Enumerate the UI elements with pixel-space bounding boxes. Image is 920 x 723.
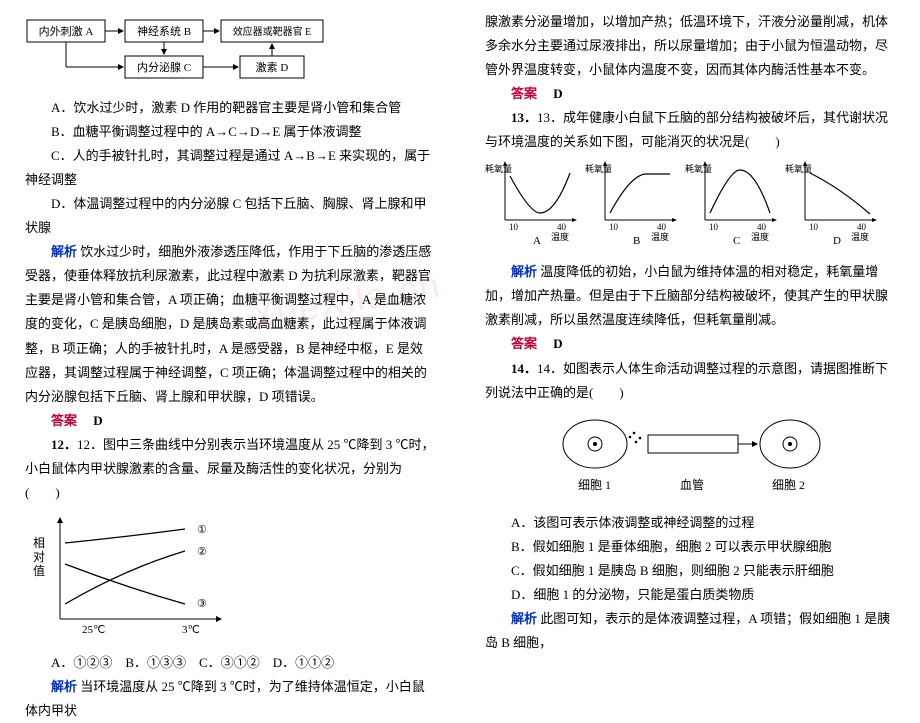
q11-answer-letter: D	[93, 413, 102, 428]
box-d: 激素 D	[256, 60, 289, 74]
q12-answer: 答案 D	[485, 82, 895, 106]
q11-option-c: C．人的手被针扎时，其调整过程是通过 A→B→E 来实现的，属于神经调整	[25, 144, 435, 192]
q12-stem-text: 12．图中三条曲线中分别表示当环境温度从 25 ℃降到 3 ℃时，小白鼠体内甲状…	[25, 437, 435, 500]
answer-label-3: 答案	[511, 336, 537, 351]
xtick-3: 3℃	[182, 624, 200, 636]
analysis-label: 解析	[51, 244, 77, 259]
q14-analysis: 解析 此图可知，表示的是体液调整过程，A 项错；假如细胞 1 是胰岛 B 细胞，	[485, 607, 895, 655]
q14-diagram: 细胞 1 血管 细胞 2	[485, 409, 895, 507]
answer-label-2: 答案	[511, 86, 537, 101]
q11-analysis: 解析 饮水过少时，细胞外液渗透压降低，作用于下丘脑的渗透压感受器，使垂体释放抗利…	[25, 240, 435, 408]
q14-analysis-text: 此图可知，表示的是体液调整过程，A 项错；假如细胞 1 是胰岛 B 细胞，	[485, 611, 890, 650]
svg-text:②: ②	[197, 546, 207, 558]
svg-text:耗氧量: 耗氧量	[585, 163, 612, 174]
svg-text:10: 10	[709, 222, 719, 232]
box-b: 神经系统 B	[137, 24, 191, 38]
q11-flowchart: 内外刺激 A 神经系统 B 效应器或靶器官 E 内分泌腺 C 激素 D	[25, 14, 435, 92]
svg-text:耗氧量: 耗氧量	[785, 163, 812, 174]
svg-text:40: 40	[557, 222, 567, 232]
q12-analysis-text: 当环境温度从 25 ℃降到 3 ℃时，为了维持体温恒定，小白鼠体内甲状	[25, 679, 425, 718]
q11-option-b: B．血糖平衡调整过程中的 A→C→D→E 属于体液调整	[25, 120, 435, 144]
q13-analysis-text: 温度降低的初始，小白鼠为维持体温的相对稳定，耗氧量增加，增加产热量。但是由于下丘…	[485, 264, 888, 327]
svg-text:③: ③	[197, 598, 207, 610]
q11-answer: 答案 D	[25, 409, 435, 433]
svg-text:D: D	[833, 235, 841, 247]
cell1-label: 细胞 1	[578, 478, 611, 492]
q14-option-b: B．假如细胞 1 是垂体细胞，细胞 2 可以表示甲状腺细胞	[485, 535, 895, 559]
svg-text:耗氧量: 耗氧量	[685, 163, 712, 174]
svg-text:B: B	[633, 235, 640, 247]
q13-four-charts: 耗氧量 10 40 温度 A 耗氧量 10 40 温度 B	[485, 158, 895, 256]
analysis-label-2: 解析	[51, 679, 77, 694]
q13-stem-text: 13．成年健康小白鼠下丘脑的部分结构被破坏后，其代谢状况与环境温度的关系如下图，…	[485, 110, 888, 149]
analysis-label-3: 解析	[511, 264, 537, 279]
q14-stem: 14．14．如图表示人体生命活动调整过程的示意图，请据图推断下列说法中正确的是(…	[485, 357, 895, 405]
svg-text:40: 40	[757, 222, 767, 232]
svg-text:10: 10	[509, 222, 519, 232]
q13-answer-letter: D	[553, 336, 562, 351]
q11-answer-value	[80, 413, 93, 428]
xtick-25: 25℃	[82, 624, 105, 636]
svg-text:40: 40	[857, 222, 867, 232]
left-column: 内外刺激 A 神经系统 B 效应器或靶器官 E 内分泌腺 C 激素 D A．饮水…	[0, 0, 460, 651]
svg-text:值: 值	[33, 563, 45, 578]
svg-text:温度: 温度	[751, 231, 769, 242]
svg-text:①: ①	[197, 524, 207, 536]
svg-text:C: C	[733, 235, 740, 247]
analysis-label-4: 解析	[511, 611, 537, 626]
q11-analysis-text: 饮水过少时，细胞外液渗透压降低，作用于下丘脑的渗透压感受器，使垂体释放抗利尿激素…	[25, 244, 431, 403]
svg-text:40: 40	[657, 222, 667, 232]
q11-option-d: D．体温调整过程中的内分泌腺 C 包括下丘脑、胸腺、肾上腺和甲状腺	[25, 192, 435, 240]
svg-text:温度: 温度	[551, 231, 569, 242]
q14-option-a: A．该图可表示体液调整或神经调整的过程	[485, 511, 895, 535]
vessel-label: 血管	[680, 477, 704, 492]
q13-stem: 13．13．成年健康小白鼠下丘脑的部分结构被破坏后，其代谢状况与环境温度的关系如…	[485, 106, 895, 154]
q13-analysis: 解析 温度降低的初始，小白鼠为维持体温的相对稳定，耗氧量增加，增加产热量。但是由…	[485, 260, 895, 332]
q12-options: A．①②③ B．①③③ C．③①② D．①①②	[25, 651, 435, 675]
box-c: 内分泌腺 C	[137, 60, 191, 74]
cell2-label: 细胞 2	[772, 478, 805, 492]
svg-text:对: 对	[33, 550, 45, 564]
box-e: 效应器或靶器官 E	[233, 25, 312, 38]
q12-stem: 12．12．图中三条曲线中分别表示当环境温度从 25 ℃降到 3 ℃时，小白鼠体…	[25, 433, 435, 505]
svg-text:温度: 温度	[651, 231, 669, 242]
q14-option-d: D．细胞 1 的分泌物，只能是蛋白质类物质	[485, 583, 895, 607]
q11-option-a: A．饮水过少时，激素 D 作用的靶器官主要是肾小管和集合管	[25, 96, 435, 120]
q12-analysis-cont: 腺激素分泌量增加，以增加产热；低温环境下，汗液分泌量削减，机体多余水分主要通过尿…	[485, 10, 895, 82]
q13-answer: 答案 D	[485, 332, 895, 356]
svg-text:温度: 温度	[851, 231, 869, 242]
q12-chart: 相 对 值 25℃ 3℃ ① ② ③	[25, 509, 435, 647]
q14-option-c: C．假如细胞 1 是胰岛 B 细胞，则细胞 2 只能表示肝细胞	[485, 559, 895, 583]
svg-text:A: A	[533, 235, 541, 247]
page: XueXila.cn 内外刺激 A 神经系统 B 效应器或靶器官 E 内分泌腺 …	[0, 0, 920, 651]
svg-text:相: 相	[33, 536, 45, 550]
q14-stem-text: 14．如图表示人体生命活动调整过程的示意图，请据图推断下列说法中正确的是( )	[485, 361, 888, 400]
svg-text:耗氧量: 耗氧量	[485, 163, 512, 174]
answer-label: 答案	[51, 413, 77, 428]
svg-text:10: 10	[609, 222, 619, 232]
box-a: 内外刺激 A	[39, 24, 94, 38]
q12-analysis-start: 解析 当环境温度从 25 ℃降到 3 ℃时，为了维持体温恒定，小白鼠体内甲状	[25, 675, 435, 723]
right-column: 腺激素分泌量增加，以增加产热；低温环境下，汗液分泌量削减，机体多余水分主要通过尿…	[460, 0, 920, 651]
svg-text:10: 10	[809, 222, 819, 232]
q12-answer-letter: D	[553, 86, 562, 101]
